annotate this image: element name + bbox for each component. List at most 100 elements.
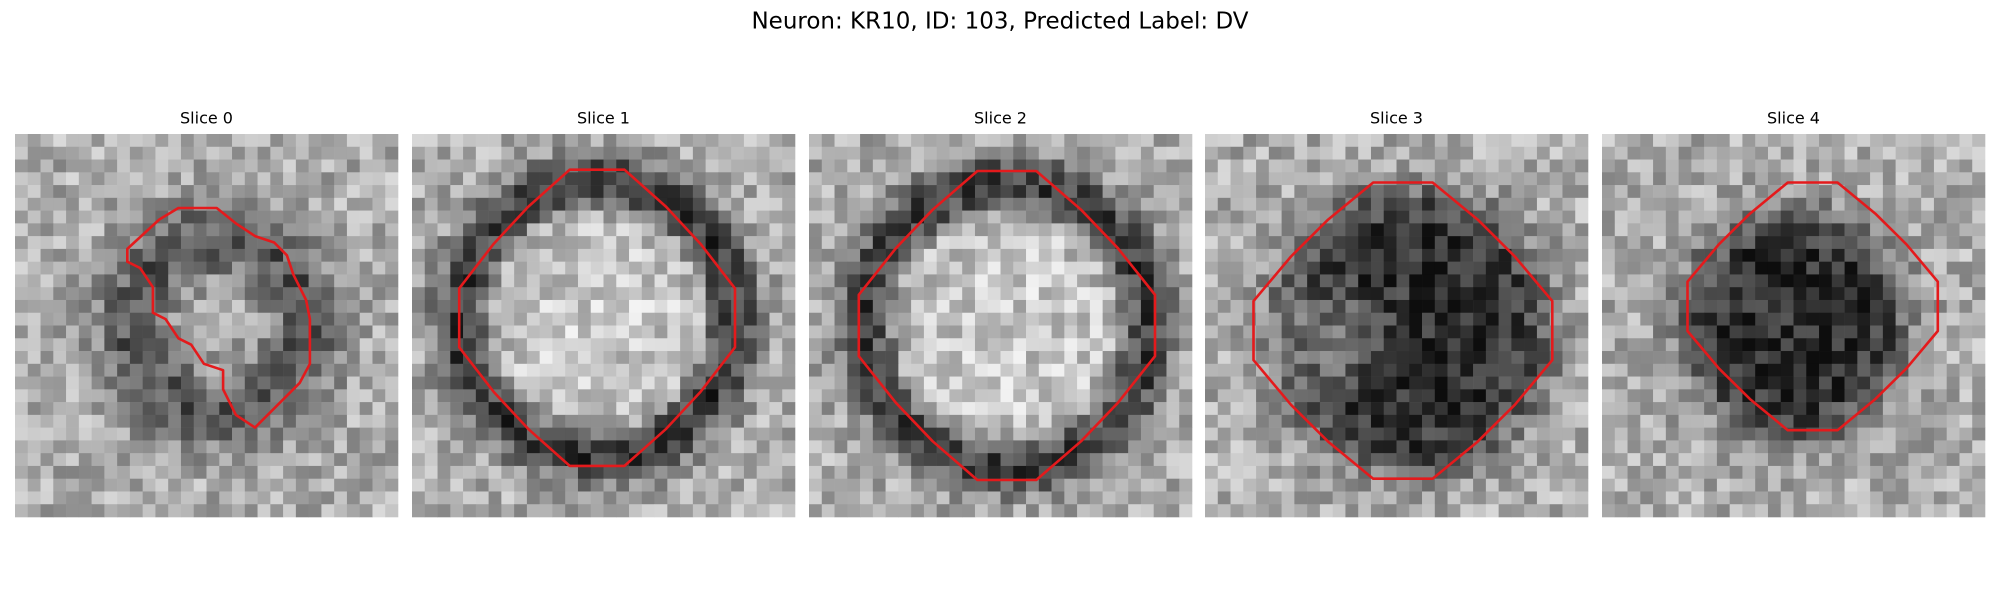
pixel — [1691, 197, 1705, 211]
pixel — [1895, 172, 1909, 186]
pixel — [1908, 312, 1922, 326]
pixel — [180, 325, 195, 339]
pixel — [731, 491, 745, 505]
pixel — [1793, 389, 1807, 403]
pixel — [616, 185, 630, 199]
pixel — [1217, 363, 1231, 377]
pixel — [1473, 504, 1487, 518]
pixel — [1205, 351, 1219, 365]
pixel — [1716, 134, 1730, 148]
pixel — [782, 236, 796, 250]
pixel — [219, 402, 233, 416]
pixel — [680, 414, 694, 428]
pixel — [53, 402, 67, 416]
pixel — [898, 363, 912, 377]
pixel — [232, 299, 246, 314]
pixel — [1396, 376, 1410, 390]
pixel — [782, 351, 796, 365]
pixel — [565, 236, 579, 250]
pixel — [463, 453, 477, 467]
pixel — [359, 261, 373, 275]
pixel — [949, 376, 963, 390]
pixel — [1665, 274, 1679, 288]
pixel — [1179, 223, 1193, 237]
pixel — [565, 478, 579, 492]
pixel — [1409, 146, 1423, 160]
pixel — [577, 338, 592, 352]
pixel — [359, 197, 373, 211]
pixel — [731, 210, 745, 224]
pixel — [1691, 210, 1705, 224]
pixel — [885, 223, 899, 237]
pixel — [1704, 427, 1718, 441]
pixel — [1511, 146, 1525, 160]
pixel — [1230, 312, 1244, 326]
pixel — [283, 351, 297, 365]
pixel — [731, 427, 745, 441]
pixel — [1077, 134, 1091, 148]
pixel — [782, 325, 796, 339]
pixel — [718, 414, 732, 428]
pixel — [962, 236, 976, 250]
pixel — [1153, 185, 1167, 199]
pixel — [1575, 248, 1589, 262]
pixel — [1665, 197, 1679, 211]
pixel — [346, 287, 360, 301]
pixel — [424, 440, 438, 454]
pixel — [1064, 465, 1078, 479]
pixel — [821, 210, 835, 224]
pixel — [346, 274, 360, 288]
pixel — [514, 338, 528, 352]
pixel — [104, 338, 118, 352]
pixel — [1102, 261, 1116, 275]
pixel — [1959, 299, 1973, 314]
pixel — [1102, 172, 1116, 186]
pixel — [809, 159, 823, 173]
pixel — [847, 376, 861, 390]
pixel — [641, 363, 655, 377]
pixel — [40, 299, 54, 314]
pixel — [1908, 491, 1922, 505]
pixel — [1217, 465, 1231, 479]
pixel — [168, 223, 182, 237]
pixel — [1895, 248, 1909, 262]
pixel — [629, 146, 643, 160]
pixel — [40, 427, 54, 441]
pixel — [872, 197, 886, 211]
pixel — [244, 223, 258, 237]
pixel — [1575, 389, 1589, 403]
pixel — [295, 465, 309, 479]
pixel — [40, 223, 54, 237]
pixel — [1767, 491, 1782, 505]
pixel — [359, 338, 373, 352]
pixel — [1485, 478, 1499, 492]
pixel — [821, 402, 835, 416]
pixel — [1026, 440, 1040, 454]
pixel — [821, 351, 835, 365]
pixel — [1064, 210, 1078, 224]
pixel — [1755, 351, 1769, 365]
pixel — [782, 248, 796, 262]
pixel — [142, 325, 156, 339]
pixel — [911, 376, 925, 390]
pixel — [321, 261, 335, 275]
pixel — [1422, 363, 1436, 377]
pixel — [1742, 389, 1756, 403]
pixel — [1742, 223, 1756, 237]
pixel — [860, 376, 874, 390]
pixel — [654, 287, 668, 301]
pixel — [1153, 351, 1167, 365]
pixel — [911, 159, 925, 173]
pixel — [1485, 134, 1499, 148]
pixel — [949, 299, 963, 314]
pixel — [1345, 478, 1359, 492]
pixel — [616, 465, 630, 479]
pixel — [1179, 338, 1193, 352]
pixel — [1767, 146, 1782, 160]
pixel — [53, 389, 67, 403]
pixel — [475, 338, 489, 352]
pixel — [372, 427, 386, 441]
pixel — [372, 453, 386, 467]
pixel — [359, 146, 373, 160]
pixel — [359, 440, 373, 454]
